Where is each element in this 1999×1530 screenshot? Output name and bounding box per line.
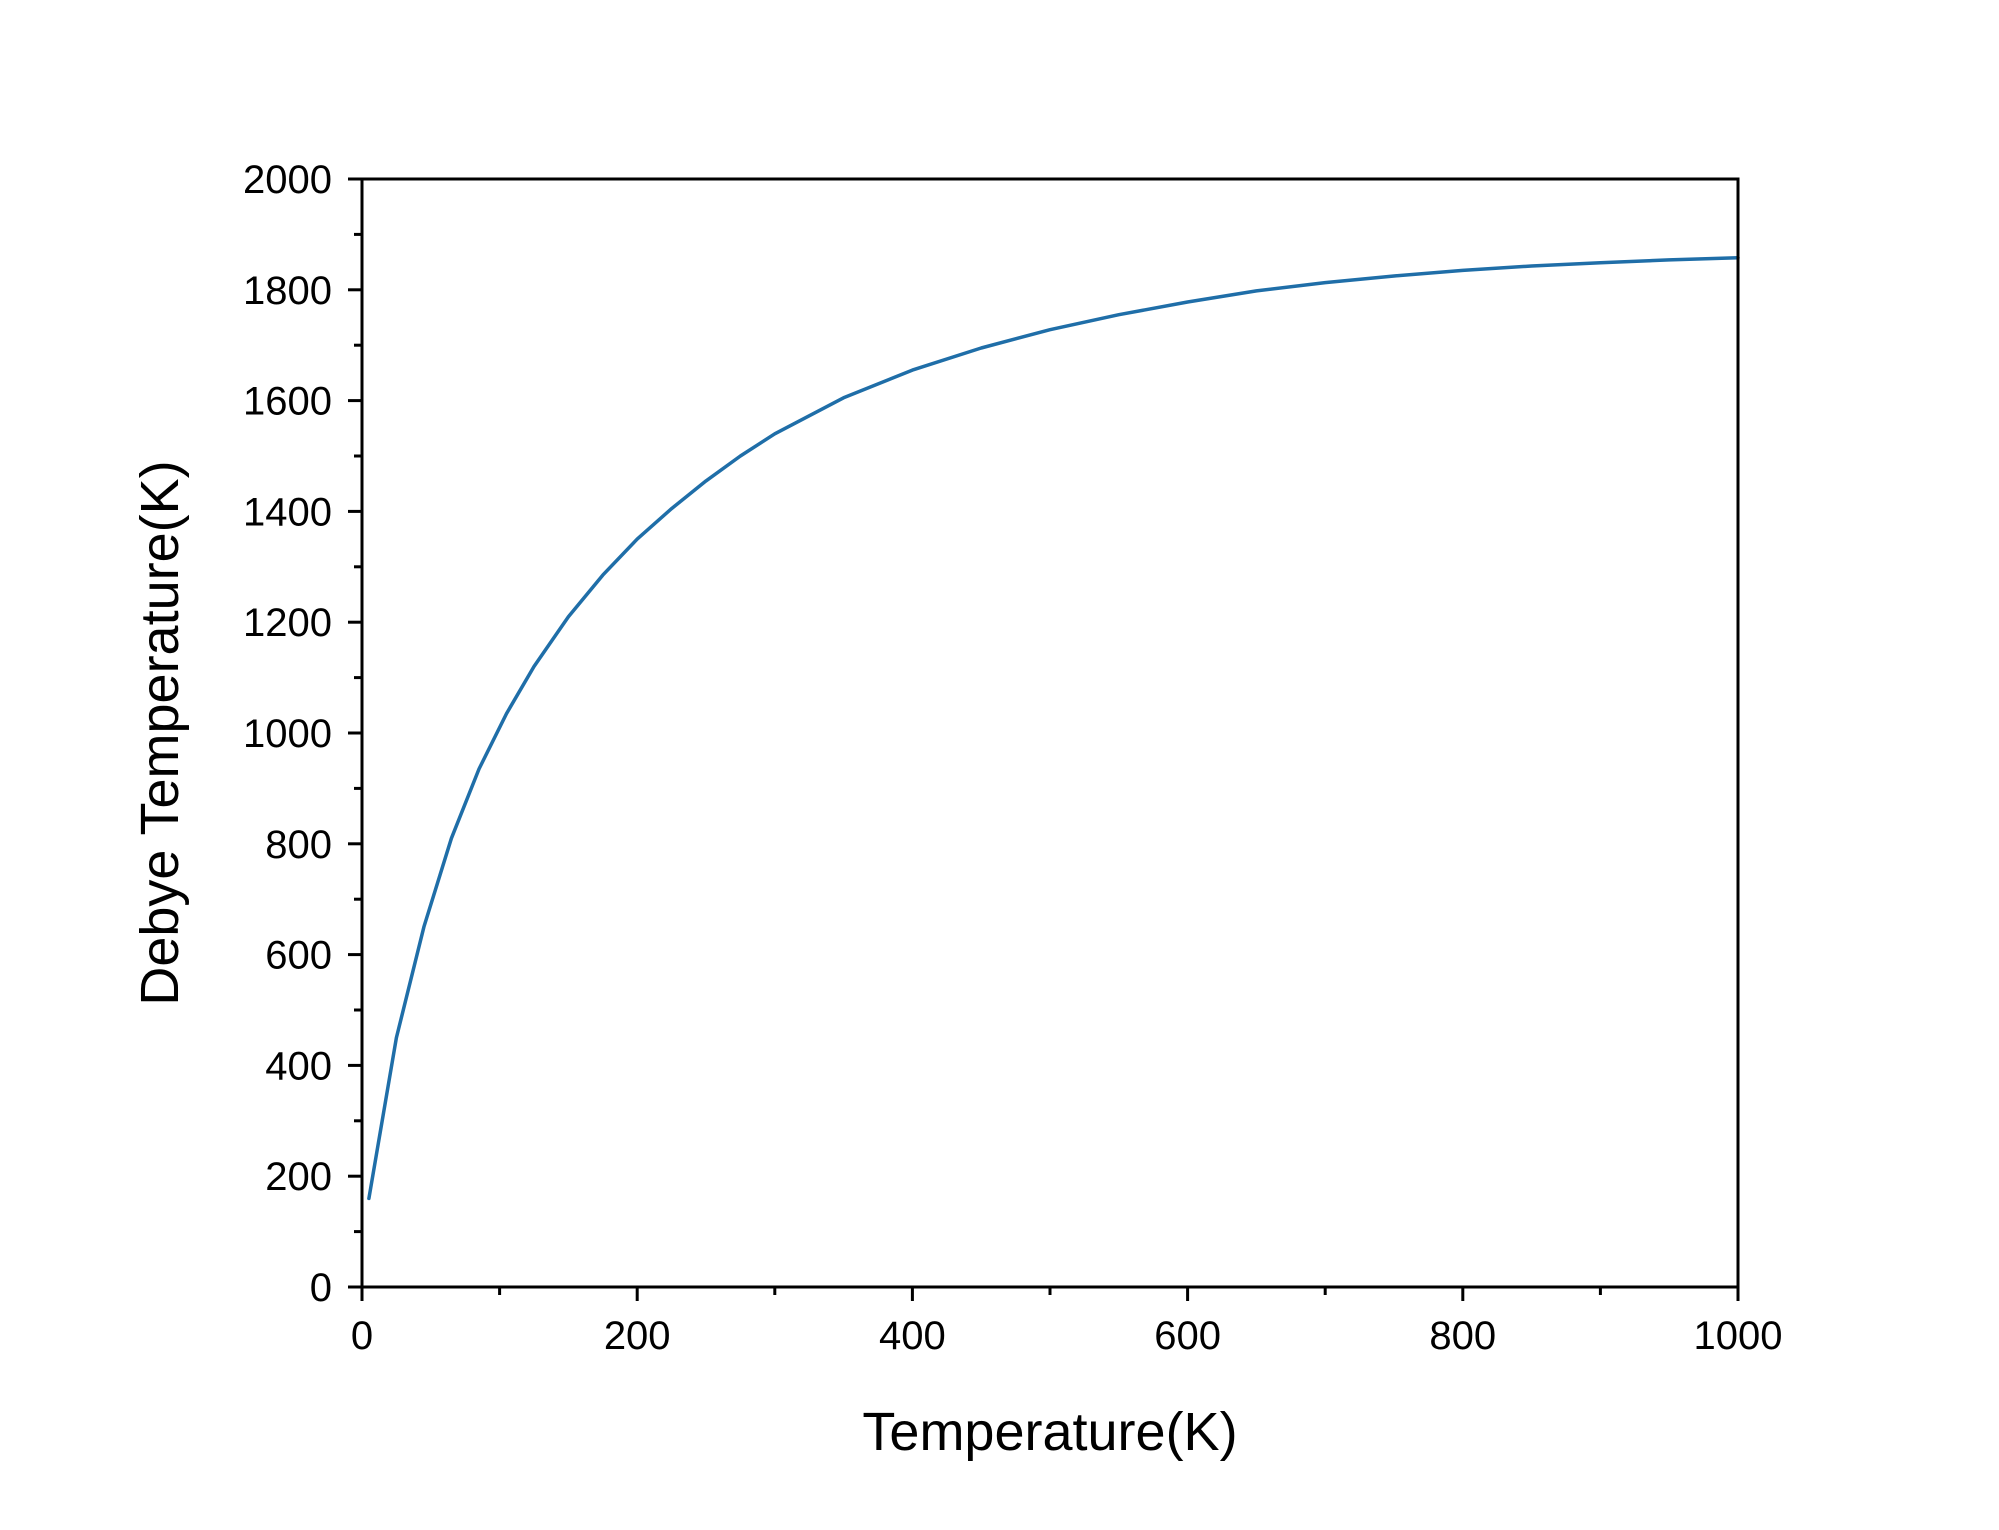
y-tick-label: 0 <box>310 1266 332 1310</box>
y-tick-label: 800 <box>265 823 332 867</box>
y-tick-label: 600 <box>265 934 332 978</box>
y-tick-label: 1000 <box>243 712 332 756</box>
plot-frame <box>360 177 1740 1289</box>
y-tick-label: 1400 <box>243 490 332 534</box>
x-axis-title: Temperature(K) <box>862 1402 1237 1462</box>
series-line-0 <box>367 255 1740 1201</box>
series-layer <box>367 255 1740 1201</box>
x-tick-label: 400 <box>879 1314 946 1358</box>
y-tick-label: 200 <box>265 1155 332 1199</box>
x-tick-labels: 0 200 400 600 800 1000 <box>351 1314 1783 1358</box>
x-tick-label: 1000 <box>1694 1314 1783 1358</box>
x-tick-label: 0 <box>351 1314 373 1358</box>
y-axis-title: Debye Temperature(K) <box>130 460 190 1005</box>
y-tick-label: 1800 <box>243 269 332 313</box>
x-tick-label: 200 <box>604 1314 671 1358</box>
x-tick-label: 800 <box>1429 1314 1496 1358</box>
y-tick-label: 1200 <box>243 601 332 645</box>
y-tick-label: 400 <box>265 1044 332 1088</box>
y-tick-label: 2000 <box>243 158 332 202</box>
x-tick-label: 600 <box>1154 1314 1221 1358</box>
y-tick-label: 1600 <box>243 380 332 424</box>
major-ticks <box>348 177 1740 1301</box>
y-tick-labels: 0 200 400 600 800 1000 1200 1400 1600 1800 2000 <box>243 158 332 1310</box>
